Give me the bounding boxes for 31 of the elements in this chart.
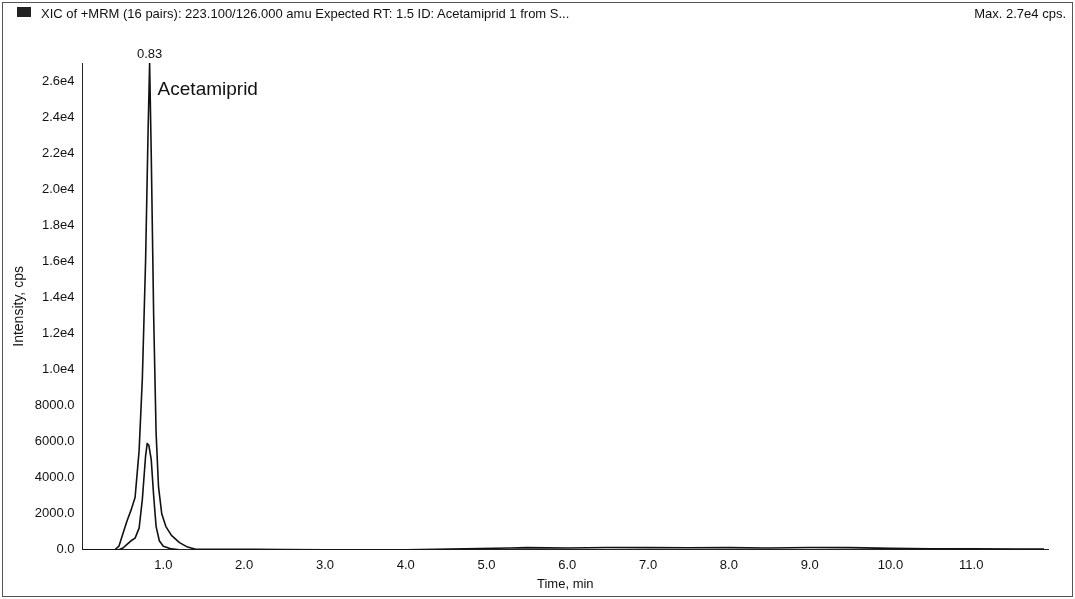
chart-title: XIC of +MRM (16 pairs): 223.100/126.000 amu Expected RT: 1.5 ID: Acetamiprid 1 from S... (41, 6, 570, 21)
annotation: 0.83 (136, 46, 163, 62)
x-tick-label: 8.0 (719, 557, 738, 573)
chart-subtitle: Max. 2.7e4 cps. (974, 6, 1066, 21)
y-tick-label: 2.4e4 (42, 108, 75, 124)
x-tick-label: 5.0 (477, 557, 496, 573)
x-tick-label: 10.0 (877, 557, 904, 573)
y-tick-label: 1.0e4 (42, 361, 75, 377)
x-axis-title: Time, min (536, 575, 594, 591)
x-tick-label: 2.0 (235, 557, 254, 573)
y-tick-label: 1.8e4 (42, 216, 75, 232)
annotation: Acetamiprid (157, 78, 258, 100)
y-tick-label: 4000.0 (34, 469, 75, 485)
x-tick-label: 4.0 (396, 557, 415, 573)
y-tick-label: 1.6e4 (42, 252, 75, 268)
x-tick-label: 9.0 (800, 557, 819, 573)
y-tick-label: 1.4e4 (42, 288, 75, 304)
y-tick-label: 6000.0 (34, 433, 75, 449)
y-tick-label: 2.6e4 (42, 72, 75, 88)
y-tick-label: 2.0e4 (42, 180, 75, 196)
x-tick-label: 1.0 (154, 557, 173, 573)
y-tick-label: 8000.0 (34, 397, 75, 413)
y-tick-label: 0.0 (56, 541, 75, 557)
x-tick-label: 6.0 (558, 557, 577, 573)
y-axis-title: Intensity, cps (10, 266, 27, 347)
y-tick-label: 1.2e4 (42, 325, 75, 341)
x-tick-label: 11.0 (959, 557, 984, 573)
y-tick-label: 2.2e4 (42, 144, 75, 160)
x-tick-label: 7.0 (639, 557, 658, 573)
x-tick-label: 3.0 (315, 557, 334, 573)
y-tick-label: 2000.0 (34, 505, 75, 521)
